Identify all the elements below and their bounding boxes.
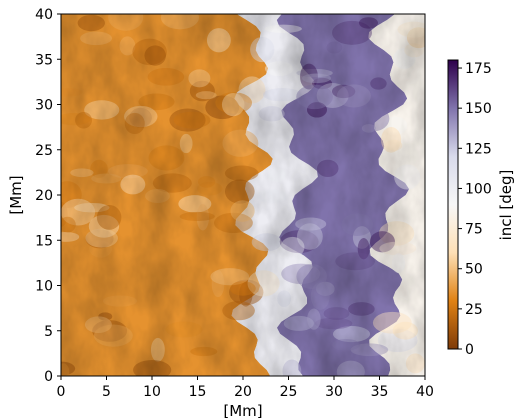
x-tick-label: 0 bbox=[57, 384, 66, 400]
x-axis-title: [Mm] bbox=[223, 402, 262, 419]
x-tick-label: 5 bbox=[102, 384, 111, 400]
colorbar-tick-label: 0 bbox=[465, 342, 474, 358]
x-axis: 0 5 10 15 20 25 30 35 40 bbox=[57, 376, 434, 400]
y-tick-label: 15 bbox=[35, 233, 53, 249]
y-tick-label: 20 bbox=[35, 188, 53, 204]
y-tick-label: 0 bbox=[44, 369, 53, 385]
colorbar-tick-label: 75 bbox=[465, 222, 483, 238]
y-axis: 0 5 10 15 20 25 30 35 40 bbox=[35, 7, 61, 385]
y-tick-label: 25 bbox=[35, 143, 53, 159]
y-tick-label: 30 bbox=[35, 98, 53, 114]
y-axis-title: [Mm] bbox=[7, 175, 25, 214]
y-tick-label: 40 bbox=[35, 7, 53, 23]
colorbar-ticks: 0 25 50 75 100 125 150 175 bbox=[458, 61, 492, 358]
colorbar-tick-label: 150 bbox=[465, 101, 492, 117]
x-tick-label: 35 bbox=[371, 384, 389, 400]
y-tick-label: 5 bbox=[44, 324, 53, 340]
y-tick-label: 10 bbox=[35, 279, 53, 295]
x-tick-label: 25 bbox=[280, 384, 298, 400]
plot-area bbox=[61, 14, 425, 376]
x-tick-label: 10 bbox=[143, 384, 161, 400]
x-tick-label: 40 bbox=[416, 384, 434, 400]
y-tick-label: 35 bbox=[35, 52, 53, 68]
colorbar-bar bbox=[448, 60, 458, 349]
x-tick-label: 20 bbox=[234, 384, 252, 400]
colorbar-tick-label: 175 bbox=[465, 61, 492, 77]
colorbar-label: incl [deg] bbox=[497, 170, 515, 241]
colorbar-tick-label: 125 bbox=[465, 141, 492, 157]
x-tick-label: 15 bbox=[189, 384, 207, 400]
colorbar: 0 25 50 75 100 125 150 175 incl [deg] bbox=[447, 59, 515, 358]
colorbar-tick-label: 50 bbox=[465, 262, 483, 278]
colorbar-frame bbox=[447, 59, 459, 350]
colorbar-tick-label: 25 bbox=[465, 302, 483, 318]
colorbar-tick-label: 100 bbox=[465, 181, 492, 197]
x-tick-label: 30 bbox=[325, 384, 343, 400]
heatmap-noise bbox=[61, 14, 425, 376]
